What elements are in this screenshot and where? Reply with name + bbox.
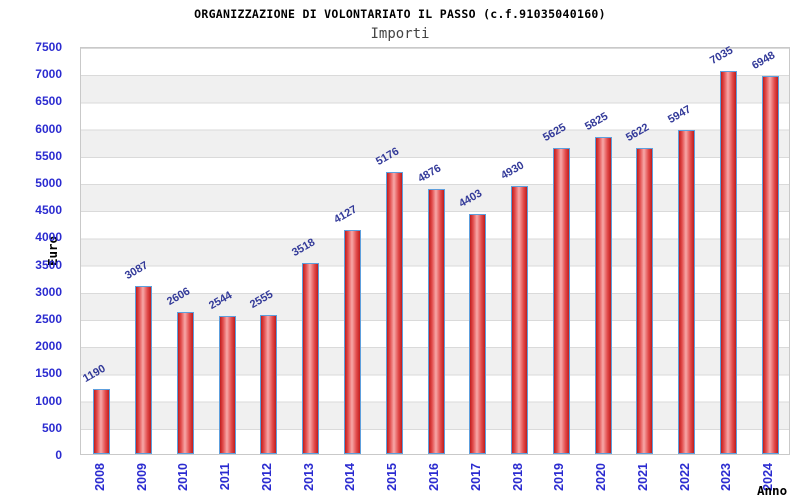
bar-2013 — [302, 262, 320, 454]
bar-value-label: 4403 — [457, 187, 485, 211]
bar-2009 — [135, 286, 153, 454]
x-tick-label-2014: 2014 — [343, 463, 358, 491]
bar-value-label: 5947 — [666, 103, 694, 127]
bar-value-label: 3518 — [290, 235, 318, 259]
bar-value-label: 2544 — [206, 288, 234, 312]
bar-value-label: 5622 — [624, 121, 652, 145]
x-tick-label-2023: 2023 — [719, 463, 734, 491]
x-tick-label-2008: 2008 — [92, 463, 107, 491]
bar-2023 — [719, 71, 737, 454]
bar-2022 — [678, 130, 696, 454]
bar-value-label: 5176 — [373, 145, 401, 169]
bar-2021 — [636, 148, 654, 454]
x-tick-label-2019: 2019 — [552, 463, 567, 491]
chart-subtitle: Importi — [370, 26, 430, 42]
bar-2010 — [176, 312, 194, 454]
bar-value-label: 2555 — [248, 288, 276, 312]
bar-value-label: 6948 — [749, 49, 777, 73]
y-tick-label: 3000 — [35, 284, 62, 299]
y-tick-label: 3500 — [35, 257, 62, 272]
bar-2019 — [552, 148, 570, 454]
bar-value-label: 4127 — [331, 202, 360, 226]
chart-title: ORGANIZZAZIONE DI VOLONTARIATO IL PASSO … — [194, 7, 606, 21]
y-tick-label: 5500 — [35, 148, 62, 163]
y-tick-label: 7500 — [35, 40, 62, 54]
x-tick-label-2021: 2021 — [635, 463, 650, 491]
bar-value-label: 3087 — [123, 259, 151, 283]
bar-2016 — [427, 188, 445, 454]
x-tick-label-2011: 2011 — [218, 463, 233, 491]
x-tick-label-2017: 2017 — [468, 463, 483, 491]
bar-value-label: 4930 — [499, 159, 527, 182]
bar-value-label: 1190 — [81, 362, 109, 386]
bar-value-label: 4876 — [415, 162, 443, 185]
y-tick-label: 6000 — [35, 121, 62, 136]
bar-2024 — [761, 76, 779, 454]
y-tick-label: 4500 — [35, 203, 62, 218]
bar-2012 — [260, 315, 278, 454]
bar-2018 — [511, 185, 529, 454]
bar-2011 — [218, 315, 236, 454]
bar-2017 — [469, 214, 487, 454]
x-tick-label-2012: 2012 — [259, 463, 274, 491]
x-tick-label-2016: 2016 — [427, 463, 441, 491]
y-tick-label: 0 — [55, 448, 62, 462]
y-tick-label: 2000 — [35, 339, 62, 354]
bar-2008 — [93, 389, 111, 454]
bar-value-label: 5825 — [582, 110, 610, 134]
x-tick-label-2020: 2020 — [594, 463, 609, 491]
x-tick-label-2015: 2015 — [385, 463, 400, 491]
y-tick-label: 1000 — [35, 393, 62, 408]
bar-2015 — [385, 172, 403, 454]
bar-2014 — [343, 229, 361, 454]
plot-area: 1190 3087 2606 2544 2555 3518 4127 5176 4876 4403… — [80, 44, 790, 455]
x-axis-title: Anno — [757, 483, 788, 498]
y-tick-label: 6500 — [35, 94, 62, 109]
x-tick-label-2018: 2018 — [510, 463, 525, 491]
bar-value-label: 5625 — [540, 121, 568, 144]
y-tick-label: 4000 — [35, 230, 62, 245]
y-tick-label: 500 — [41, 420, 62, 435]
y-tick-label: 7000 — [35, 67, 62, 82]
y-tick-label: 1500 — [35, 366, 62, 381]
bar-2020 — [594, 137, 612, 454]
x-tick-label-2022: 2022 — [677, 463, 692, 491]
y-tick-label: 5000 — [35, 176, 62, 190]
bar-value-label: 2606 — [164, 285, 193, 309]
x-tick-label-2013: 2013 — [301, 463, 316, 491]
x-tick-label-2010: 2010 — [176, 463, 191, 491]
x-tick-label-2009: 2009 — [134, 463, 149, 491]
bar-value-label: 7035 — [707, 44, 736, 68]
y-tick-label: 2500 — [35, 312, 62, 326]
